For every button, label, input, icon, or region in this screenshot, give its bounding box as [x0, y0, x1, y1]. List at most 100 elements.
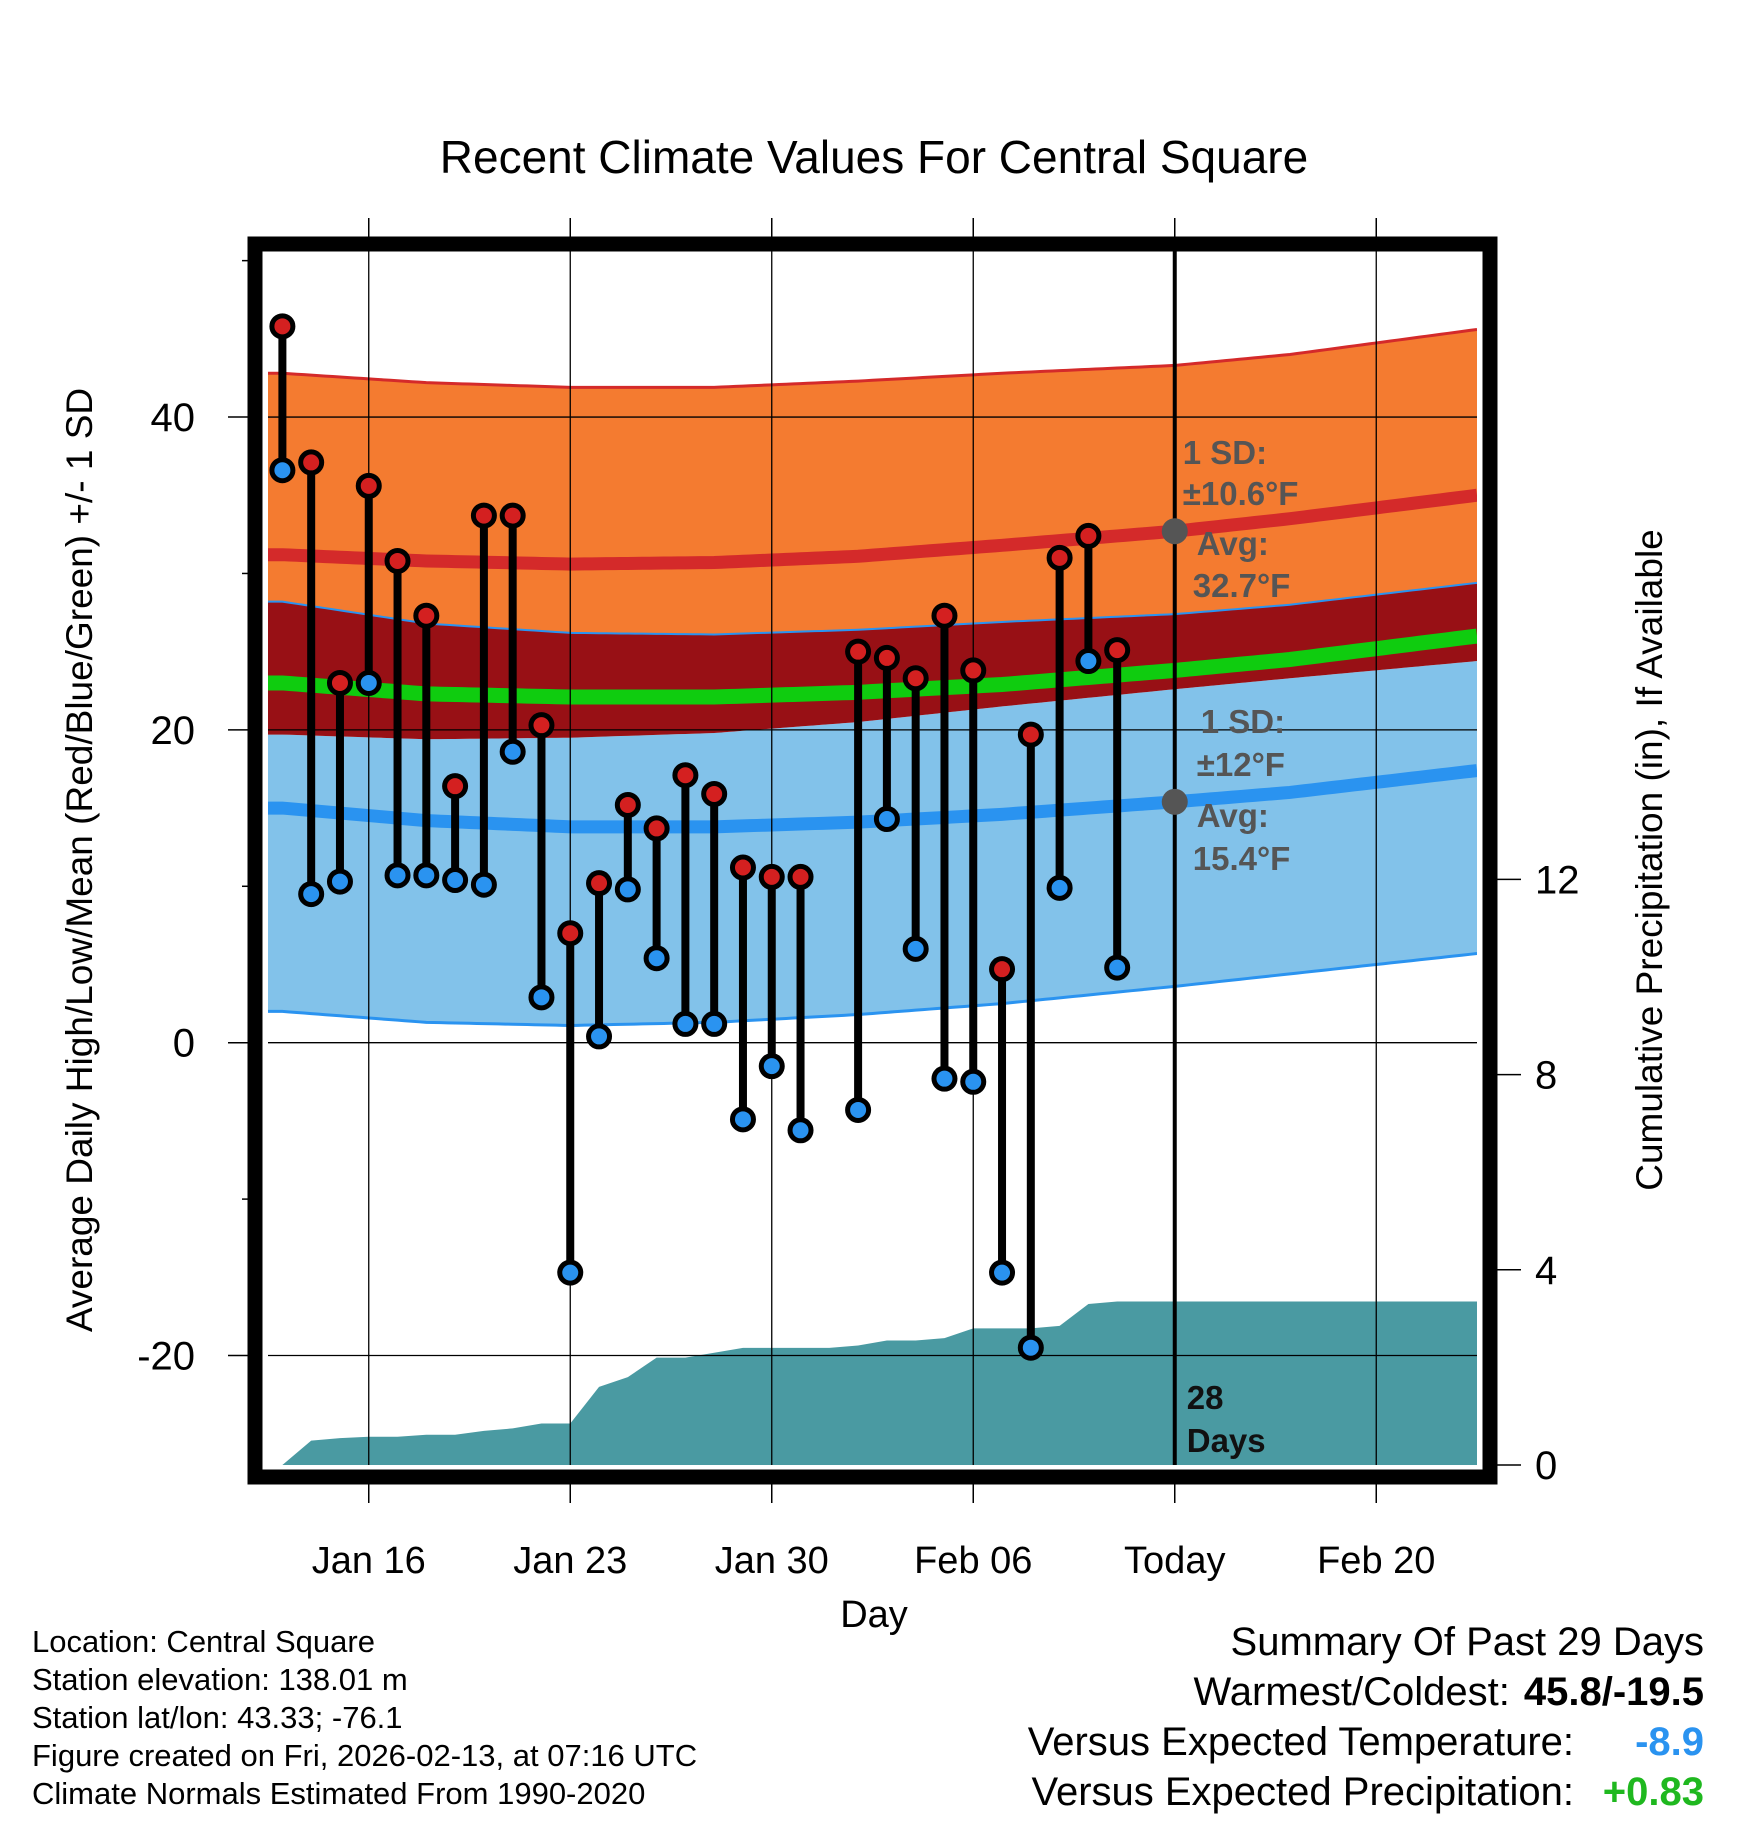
precip-area [268, 1301, 1477, 1465]
low-marker [499, 738, 526, 765]
high-marker [1104, 637, 1131, 664]
high-marker [586, 870, 613, 897]
high-marker [873, 644, 900, 671]
mean-avg-line [268, 628, 1477, 705]
y-tick-label-right-1: 4 [1535, 1249, 1557, 1293]
low-marker [931, 1065, 958, 1092]
chart-title: Recent Climate Values For Central Square [440, 131, 1308, 183]
low-marker [586, 1023, 613, 1050]
summary-precip-row: Versus Expected Precipitation: +0.83 [1028, 1767, 1704, 1817]
low-marker [326, 868, 353, 895]
low-marker [873, 806, 900, 833]
low-marker [729, 1106, 756, 1133]
x-tick-label-2: Jan 30 [715, 1540, 829, 1582]
y-tick-label-left-3: 40 [151, 396, 196, 440]
x-tick-label-5: Feb 20 [1317, 1540, 1435, 1582]
normals-text: Climate Normals Estimated From 1990-2020 [32, 1776, 646, 1811]
low-marker [989, 1259, 1016, 1286]
high-marker [384, 547, 411, 574]
high-marker [1017, 721, 1044, 748]
days-count-word: Days [1187, 1422, 1266, 1459]
high-marker [701, 781, 728, 807]
y-tick-label-left-0: -20 [137, 1335, 195, 1379]
low-marker [701, 1010, 728, 1037]
high-avg-label: Avg: [1197, 525, 1269, 562]
high-marker [960, 657, 987, 684]
summary-title: Summary Of Past 29 Days [1230, 1620, 1704, 1664]
low-marker [845, 1096, 872, 1123]
low-marker [413, 862, 440, 889]
low-marker [902, 935, 929, 962]
summary-panel: Summary Of Past 29 Days Warmest/Coldest:… [1028, 1617, 1704, 1817]
high-marker [1046, 544, 1073, 571]
x-tick-label-3: Feb 06 [914, 1540, 1032, 1582]
high-marker [528, 712, 555, 739]
high-marker [672, 762, 699, 789]
high-marker [298, 449, 325, 476]
high-marker [758, 863, 785, 890]
precip-departure-label: Versus Expected Precipitation: [1031, 1770, 1574, 1814]
high-marker [643, 815, 670, 842]
high-marker [355, 472, 382, 499]
high-marker [729, 854, 756, 881]
low-marker [557, 1259, 584, 1286]
high-avg-line [268, 488, 1477, 571]
summary-temp-row: Versus Expected Temperature: -8.9 [1028, 1717, 1704, 1767]
low-marker [470, 871, 497, 898]
low-marker [384, 862, 411, 889]
low-marker [1046, 874, 1073, 901]
low-marker [298, 881, 325, 908]
low-sd-label: 1 SD: [1201, 703, 1285, 740]
y-axis-label-right: Cumulative Precipitation (in), If Availa… [1629, 529, 1670, 1191]
high-sd-label: 1 SD: [1183, 434, 1267, 471]
high-marker [413, 602, 440, 629]
x-tick-label-1: Jan 23 [513, 1540, 627, 1582]
temp-departure-label: Versus Expected Temperature: [1027, 1720, 1574, 1764]
elevation-text: Station elevation: 138.01 m [32, 1662, 408, 1697]
low-marker [1104, 954, 1131, 981]
extremes-value: 45.8/-19.5 [1523, 1670, 1704, 1714]
low-lower-edge [268, 952, 1477, 1027]
low-avg-value: 15.4°F [1193, 840, 1291, 877]
temp-departure-value: -8.9 [1635, 1720, 1704, 1764]
low-marker [960, 1068, 987, 1095]
high-lower-edge [268, 581, 1477, 636]
location-text: Location: Central Square [32, 1624, 375, 1659]
low-marker [269, 457, 296, 484]
extremes-label: Warmest/Coldest: [1193, 1670, 1510, 1714]
high-upper-edge [268, 327, 1477, 389]
days-count-number: 28 [1187, 1379, 1224, 1416]
today-high-avg-marker [1161, 518, 1188, 545]
high-marker [902, 665, 929, 692]
low-marker [672, 1010, 699, 1037]
plot-area [268, 245, 1477, 1465]
high-marker [787, 863, 814, 890]
low-avg-label: Avg: [1197, 797, 1269, 834]
low-marker [614, 876, 641, 903]
high-marker [326, 669, 353, 696]
high-marker [931, 602, 958, 629]
high-marker [845, 638, 872, 665]
high-sd-value: ±10.6°F [1183, 475, 1299, 512]
today-low-avg-marker [1161, 788, 1188, 815]
y-tick-label-right-3: 12 [1535, 858, 1580, 902]
high-marker [989, 956, 1016, 983]
low-marker [643, 945, 670, 972]
y-axis-label-left: Average Daily High/Low/Mean (Red/Blue/Gr… [59, 388, 100, 1332]
station-info: Location: Central Square Station elevati… [32, 1623, 697, 1813]
high-marker [1075, 522, 1102, 549]
low-marker [758, 1053, 785, 1080]
x-tick-label-0: Jan 16 [312, 1540, 426, 1582]
high-marker [499, 502, 526, 529]
high-avg-value: 32.7°F [1193, 567, 1291, 604]
high-marker [614, 791, 641, 818]
high-marker [557, 920, 584, 947]
y-tick-label-left-2: 20 [151, 709, 196, 753]
low-marker [1075, 648, 1102, 675]
low-marker [787, 1117, 814, 1144]
high-marker [442, 773, 469, 800]
low-marker [442, 867, 469, 894]
y-tick-label-right-2: 8 [1535, 1054, 1557, 1098]
low-avg-line [268, 764, 1477, 834]
high-marker [470, 502, 497, 529]
